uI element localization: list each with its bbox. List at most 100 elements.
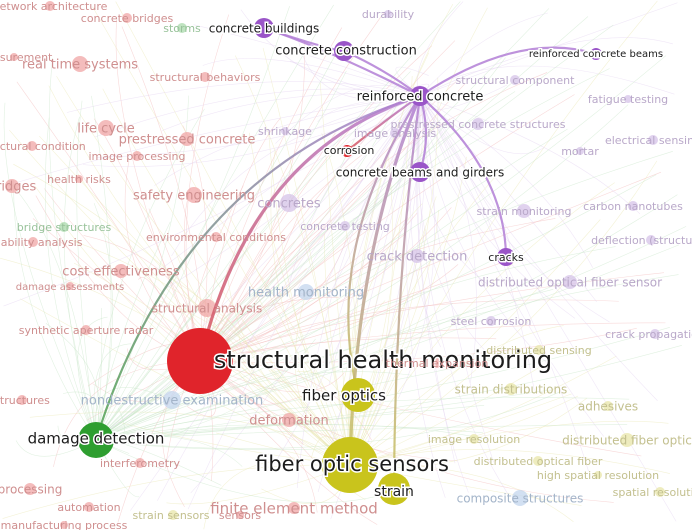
- background-edge: [200, 95, 421, 329]
- node-damage-detection[interactable]: [78, 422, 114, 458]
- background-edge: [13, 180, 97, 441]
- node-structures[interactable]: [17, 395, 27, 405]
- node-structural-component[interactable]: [510, 75, 520, 85]
- node-environmental-conditions[interactable]: [211, 232, 221, 242]
- node-synthetic-aperture-radar[interactable]: [81, 325, 91, 335]
- background-edge: [95, 371, 413, 441]
- node-prestressed-concrete[interactable]: [180, 132, 194, 146]
- node-label-distributed-fiber-optic: distributed fiber optic: [562, 434, 692, 448]
- node-concrete-beams-and-girders[interactable]: [410, 162, 430, 182]
- background-edge: [234, 55, 351, 466]
- node-distributed-fiber-optic[interactable]: [620, 433, 634, 447]
- node-sensors[interactable]: [236, 511, 244, 519]
- background-edge: [349, 156, 467, 466]
- node-thermal-expansion[interactable]: [432, 358, 442, 368]
- background-edge: [56, 76, 351, 466]
- node-corrosion[interactable]: [341, 145, 353, 157]
- node-strain[interactable]: [378, 473, 410, 505]
- background-edge: [317, 95, 421, 123]
- node-carbon-nanotubes[interactable]: [628, 201, 638, 211]
- background-edge: [419, 95, 604, 437]
- node-structural-analysis[interactable]: [198, 299, 216, 317]
- background-edge: [226, 270, 351, 466]
- background-edge: [185, 14, 230, 362]
- node-spatial-resolution[interactable]: [655, 487, 665, 497]
- node-structural-behaviors[interactable]: [200, 72, 210, 82]
- node-label-crack-detection: crack detection: [367, 250, 468, 265]
- node-image-processing[interactable]: [132, 151, 142, 161]
- node-safety-engineering[interactable]: [186, 187, 202, 203]
- node-deflection-structural[interactable]: [646, 235, 656, 245]
- node-label-composite-structures: composite structures: [457, 492, 584, 506]
- node-electrical-sensing[interactable]: [648, 135, 658, 145]
- node-finite-element-method[interactable]: [288, 502, 300, 514]
- node-processing[interactable]: [24, 483, 36, 495]
- node-label-structural-behaviors: structural behaviors: [150, 71, 261, 84]
- node-label-prestressed-concrete-structures: prestressed concrete structures: [391, 118, 566, 131]
- background-edge: [95, 4, 334, 441]
- node-real-time-systems[interactable]: [72, 56, 88, 72]
- node-health-risks[interactable]: [75, 175, 83, 183]
- node-network-architecture[interactable]: [45, 1, 55, 11]
- background-edge: [349, 449, 671, 474]
- node-fatigue-testing[interactable]: [624, 95, 632, 103]
- node-strain-monitoring[interactable]: [517, 204, 531, 218]
- node-mortar[interactable]: [576, 147, 584, 155]
- node-label-storms: storms: [163, 22, 201, 35]
- node-prestressed-concrete-structures[interactable]: [472, 118, 484, 130]
- node-crack-detection[interactable]: [410, 249, 424, 263]
- node-label-shrinkage: shrinkage: [258, 125, 312, 138]
- node-manufacturing-process[interactable]: [60, 521, 68, 529]
- node-label-concrete-buildings: concrete buildings: [209, 22, 319, 36]
- node-concrete-testing[interactable]: [340, 221, 350, 231]
- node-interferometry[interactable]: [135, 458, 145, 468]
- node-nondestructive-examination[interactable]: [163, 391, 181, 409]
- node-strain-distributions[interactable]: [505, 383, 517, 395]
- node-concrete-buildings[interactable]: [254, 18, 274, 38]
- node-label-strain-sensors: strain sensors: [132, 509, 209, 522]
- node-distributed-optical-fiber[interactable]: [533, 456, 543, 466]
- node-health-monitoring[interactable]: [298, 284, 314, 300]
- background-edge: [190, 95, 421, 494]
- node-steel-corrosion[interactable]: [486, 316, 496, 326]
- node-fiber-optics[interactable]: [341, 378, 375, 412]
- node-concrete-bridges[interactable]: [122, 13, 132, 23]
- node-bridges[interactable]: [5, 179, 19, 193]
- node-durability[interactable]: [384, 10, 392, 18]
- node-shrinkage[interactable]: [281, 127, 289, 135]
- background-edge: [262, 47, 351, 466]
- focus-nodes: [78, 18, 602, 505]
- node-reinforced-concrete-beams[interactable]: [590, 48, 602, 60]
- node-concretes[interactable]: [280, 194, 298, 212]
- node-structural-condition[interactable]: [27, 141, 37, 151]
- node-life-cycle[interactable]: [98, 120, 114, 136]
- node-strain-sensors[interactable]: [168, 510, 178, 520]
- node-distributed-optical-fiber-sensor[interactable]: [563, 275, 577, 289]
- node-crack-propagation[interactable]: [650, 329, 660, 339]
- background-edge: [66, 81, 421, 113]
- node-bridge-structures[interactable]: [59, 222, 69, 232]
- node-composite-structures[interactable]: [512, 490, 528, 506]
- node-label-prestressed-concrete: prestressed concrete: [119, 133, 256, 148]
- node-automation[interactable]: [84, 502, 94, 512]
- node-concrete-construction[interactable]: [334, 41, 354, 61]
- node-damage-assessments[interactable]: [66, 282, 74, 290]
- node-distributed-sensing[interactable]: [534, 345, 544, 355]
- node-label-mortar: mortar: [561, 145, 599, 158]
- node-image-resolution[interactable]: [469, 434, 479, 444]
- node-deformation[interactable]: [282, 413, 296, 427]
- node-high-spatial-resolution[interactable]: [594, 471, 602, 479]
- node-fiber-optic-sensors[interactable]: [322, 437, 378, 493]
- background-edge: [419, 95, 677, 522]
- node-cracks[interactable]: [497, 248, 515, 266]
- node-storms[interactable]: [177, 23, 187, 33]
- node-measurement[interactable]: [10, 53, 18, 61]
- edge-reinforced-concrete-cracks: [418, 94, 508, 259]
- node-structural-health-monitoring[interactable]: [167, 328, 233, 394]
- node-cost-effectiveness[interactable]: [114, 264, 128, 278]
- background-edge: [199, 272, 665, 362]
- node-reliability-analysis[interactable]: [28, 237, 38, 247]
- node-adhesives[interactable]: [603, 401, 613, 411]
- node-reinforced-concrete[interactable]: [410, 86, 430, 106]
